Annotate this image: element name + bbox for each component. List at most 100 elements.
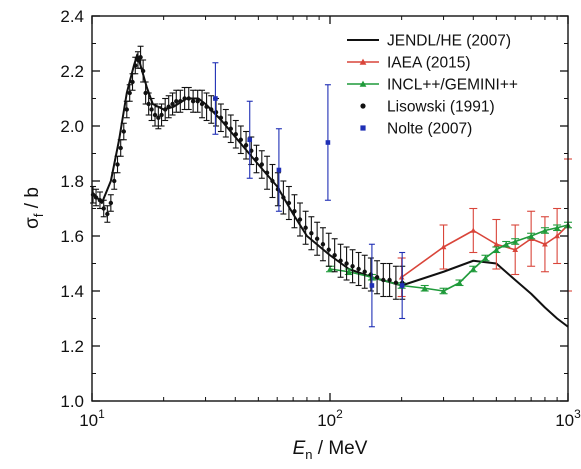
series-3-point-12 (130, 79, 135, 85)
series-3-point-28 (182, 96, 187, 101)
series-3-point-49 (286, 200, 292, 206)
series-3-point-41 (243, 143, 249, 148)
series-3-point-38 (228, 126, 234, 131)
series-2-point-7 (470, 266, 477, 272)
series-2-point-6 (456, 279, 463, 286)
x-tick-label-base-1: 10 (317, 411, 336, 430)
series-3-point-2 (97, 198, 103, 203)
series-3-point-62 (362, 269, 367, 274)
series-1-point-2 (470, 227, 477, 233)
series-3-point-20 (152, 112, 158, 118)
series-4-point-4 (369, 283, 375, 288)
legend-label-1: IAEA (2015) (387, 55, 471, 72)
y-axis-title: σf / b (22, 187, 46, 229)
series-3-point-48 (281, 195, 286, 200)
legend-swatch-marker-1 (359, 58, 367, 65)
series-3-point-18 (146, 101, 151, 107)
series-3-point-67 (393, 280, 399, 285)
y-tick-label-2: 1.4 (60, 282, 84, 301)
series-3-point-65 (381, 277, 386, 283)
series-3-point-43 (254, 156, 259, 162)
series-1-point-4 (512, 246, 519, 253)
series-1-point-6 (542, 241, 548, 247)
x-tick-label-base-2: 10 (555, 411, 574, 430)
series-3-point-19 (149, 107, 154, 112)
series-2-point-4 (421, 285, 428, 291)
series-3-point-16 (140, 68, 146, 74)
series-2-point-11 (512, 238, 519, 244)
series-2-line (329, 224, 569, 292)
legend-swatch-marker-3 (360, 103, 366, 109)
series-3-point-15 (138, 55, 143, 60)
series-2-point-5 (440, 288, 447, 294)
series-3-point-30 (190, 99, 196, 104)
series-2-point-0 (327, 266, 333, 272)
y-axis-unit: / b (22, 187, 43, 213)
series-3-point-57 (332, 253, 337, 258)
x-tick-label-exponent-1: 2 (336, 407, 343, 421)
series-3-point-24 (166, 104, 171, 109)
y-tick-label-5: 2.0 (60, 117, 84, 136)
series-3-point-66 (387, 277, 392, 283)
legend-item-4: Nolte (2007) (360, 121, 472, 138)
series-3-point-23 (162, 107, 168, 112)
legend-label-4: Nolte (2007) (387, 121, 472, 138)
series-3-point-17 (143, 90, 148, 96)
x-tick-label-1: 102 (317, 407, 343, 430)
series-3-point-64 (374, 275, 380, 280)
series-2-point-1 (345, 268, 352, 275)
series-3-point-29 (186, 96, 191, 101)
series-3-point-40 (238, 137, 244, 142)
series-3-point-45 (264, 170, 270, 175)
series-3-point-59 (344, 261, 349, 266)
y-tick-label-0: 1.0 (60, 392, 84, 411)
series-3-point-5 (108, 200, 114, 206)
series-1-point-3 (493, 241, 500, 247)
series-3-point-31 (195, 99, 200, 104)
series-3-point-21 (156, 115, 161, 120)
series-3-point-4 (105, 211, 110, 217)
plot-series (90, 45, 572, 328)
series-3-point-13 (133, 63, 138, 68)
series-2-point-8 (482, 255, 489, 261)
series-4-point-0 (213, 96, 218, 101)
legend-item-2: INCL++/GEMINI++ (347, 77, 518, 94)
legend-label-3: Lisowski (1991) (387, 99, 495, 116)
y-tick-label-7: 2.4 (60, 7, 84, 26)
series-3-point-8 (118, 145, 123, 151)
series-3-point-55 (320, 242, 326, 247)
x-tick-label-0: 101 (79, 407, 105, 430)
series-2-point-10 (503, 241, 510, 247)
legend-label-2: INCL++/GEMINI++ (387, 77, 518, 94)
series-4-point-5 (399, 283, 405, 288)
y-tick-label-3: 1.6 (60, 227, 84, 246)
series-3-point-60 (350, 264, 355, 269)
series-3-point-53 (309, 231, 314, 236)
series-3-point-37 (223, 121, 229, 126)
series-4-point-1 (247, 137, 253, 143)
series-3-point-46 (270, 178, 275, 184)
legend-label-0: JENDL/HE (2007) (387, 33, 511, 50)
legend-item-1: IAEA (2015) (347, 55, 471, 72)
series-2-point-12 (528, 233, 534, 239)
x-axis-subscript: n (305, 447, 312, 462)
series-3-point-7 (115, 162, 120, 167)
legend-swatch-marker-2 (359, 80, 367, 87)
series-3 (90, 45, 406, 300)
x-axis-symbol: E (293, 438, 306, 459)
series-2-point-14 (554, 224, 560, 231)
series-2-point-13 (542, 227, 548, 233)
series-3-point-58 (338, 258, 343, 263)
legend-item-3: Lisowski (1991) (360, 99, 495, 116)
series-3-point-32 (199, 101, 205, 107)
series-3-point-27 (178, 99, 183, 104)
y-tick-label-6: 2.2 (60, 62, 84, 81)
y-axis-symbol: σ (22, 217, 43, 229)
series-3-point-26 (174, 99, 179, 104)
series-4-point-3 (325, 140, 331, 145)
legend: JENDL/HE (2007) IAEA (2015) INCL++/GEMINI+… (347, 33, 518, 138)
series-3-point-50 (292, 209, 297, 214)
series-3-point-56 (326, 247, 331, 252)
